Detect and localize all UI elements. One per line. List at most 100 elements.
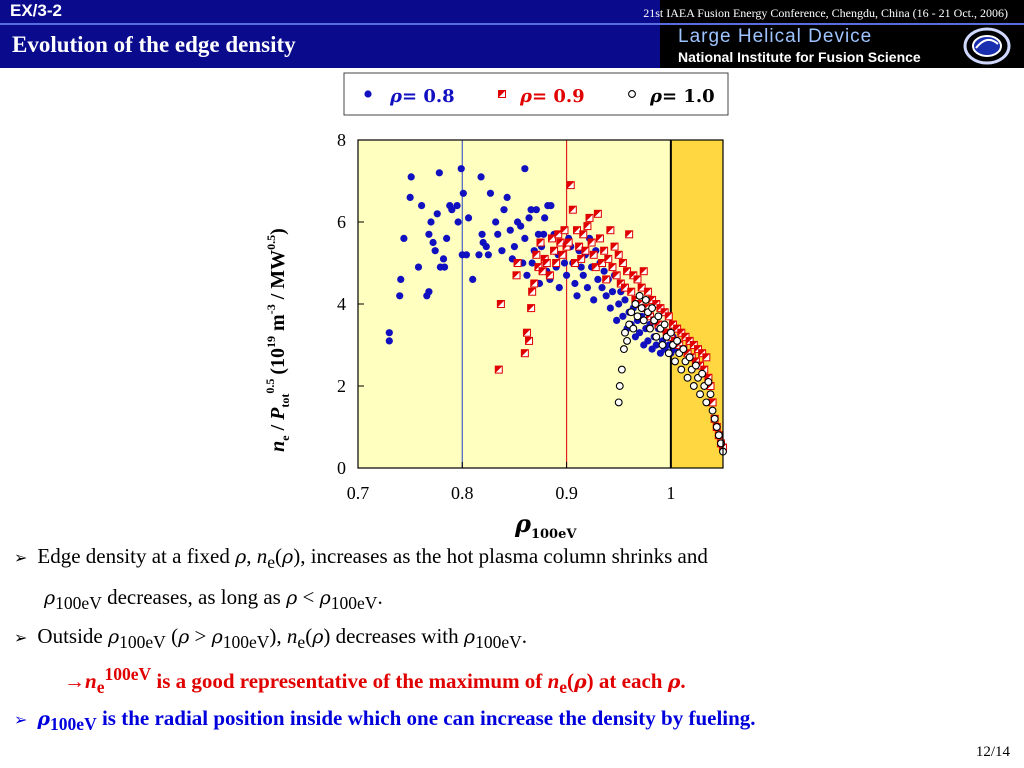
data-point: [627, 287, 636, 296]
bullet-3: ➢ ρ100eV is the radial position inside wh…: [14, 706, 756, 735]
data-point: [503, 193, 511, 201]
data-point: [477, 173, 485, 181]
scatter-points: [385, 165, 727, 456]
data-point: [427, 218, 435, 226]
y-axis-label: ne / Ptot0.5(1019 m-3 / MW0.5): [263, 228, 292, 452]
data-point: [464, 214, 473, 222]
data-point: [523, 271, 531, 279]
data-point: [656, 304, 665, 313]
data-point: [683, 373, 692, 382]
data-point: [673, 336, 682, 345]
series-2: [614, 291, 727, 456]
data-point: [696, 390, 705, 399]
data-point: [527, 206, 535, 214]
data-point: [575, 242, 584, 251]
data-point: [469, 275, 477, 283]
conference-name: 21st IAEA Fusion Energy Conference, Chen…: [643, 6, 1008, 20]
data-point: [556, 238, 565, 247]
data-point: [521, 234, 529, 242]
data-point: [566, 181, 575, 190]
x-tick-label: 0.9: [555, 483, 578, 503]
data-point: [712, 423, 721, 431]
data-point: [706, 390, 715, 399]
data-point: [621, 296, 629, 304]
data-point: [462, 251, 471, 259]
session-code: EX/3-2: [10, 1, 62, 20]
data-point: [598, 284, 606, 292]
arrow-bullet-icon: ➢: [14, 628, 28, 647]
region-0: [358, 140, 671, 468]
data-point: [545, 271, 554, 280]
data-point: [635, 291, 644, 300]
data-point: [397, 275, 405, 283]
slide-title: Evolution of the edge density: [12, 32, 296, 57]
data-point: [583, 284, 592, 292]
data-point: [400, 234, 408, 242]
data-point: [583, 222, 592, 231]
data-point: [619, 345, 628, 354]
data-point: [564, 238, 573, 247]
data-point: [587, 238, 596, 247]
data-point: [625, 230, 634, 239]
data-point: [637, 283, 646, 292]
bullet-1-line-2: ρ100eV decreases, as long as ρ < ρ100eV.: [44, 585, 383, 614]
data-point: [602, 275, 611, 284]
data-point: [448, 206, 456, 214]
data-point: [550, 246, 559, 255]
data-point: [639, 267, 648, 276]
y-tick-label: 2: [337, 376, 346, 396]
bullet-1-line-1: ➢ Edge density at a fixed ρ, ne(ρ), incre…: [14, 544, 708, 573]
data-point: [573, 292, 581, 300]
data-point: [579, 230, 588, 239]
data-point: [560, 259, 569, 267]
y-tick-label: 0: [337, 458, 346, 478]
data-point: [714, 431, 723, 440]
arrow-bullet-icon: ➢: [14, 548, 28, 567]
data-point: [500, 206, 508, 214]
header-title-panel: [0, 0, 660, 68]
data-point: [494, 230, 502, 238]
y-tick-label: 4: [337, 294, 346, 314]
data-point: [414, 263, 423, 271]
data-point: [540, 230, 548, 238]
data-point: [617, 365, 626, 374]
data-point: [593, 209, 602, 218]
data-point: [590, 296, 598, 304]
data-point: [510, 243, 519, 251]
data-point: [385, 337, 393, 345]
data-point: [612, 271, 621, 280]
data-point: [702, 353, 711, 362]
plot-background: [358, 140, 723, 468]
data-point: [425, 230, 433, 238]
data-point: [486, 189, 495, 197]
data-point: [496, 300, 505, 308]
data-point: [698, 349, 707, 358]
data-point: [439, 255, 448, 263]
data-point: [606, 226, 615, 235]
data-point: [627, 308, 636, 317]
data-point: [525, 336, 534, 345]
logo-line-1: Large Helical Device: [678, 26, 873, 47]
data-point: [602, 292, 610, 300]
data-point: [618, 259, 627, 267]
data-point: [534, 230, 543, 238]
data-point: [522, 328, 531, 337]
data-point: [652, 341, 660, 349]
data-point: [475, 251, 483, 259]
legend-box: [343, 72, 729, 116]
data-point: [641, 295, 650, 304]
page-number: 12/14: [975, 744, 1010, 760]
data-point: [629, 324, 638, 333]
data-point: [644, 337, 652, 345]
data-point: [453, 202, 461, 210]
data-point: [633, 275, 642, 284]
data-point: [547, 202, 555, 210]
data-point: [600, 246, 609, 255]
data-point: [532, 206, 540, 214]
data-point: [577, 263, 585, 271]
logo-line-2: National Institute for Fusion Science: [678, 49, 921, 65]
bullet-2-conclusion: →ne100eV is a good representative of the…: [64, 664, 686, 698]
data-point: [664, 312, 673, 321]
data-point: [671, 357, 679, 366]
data-point: [623, 267, 632, 276]
